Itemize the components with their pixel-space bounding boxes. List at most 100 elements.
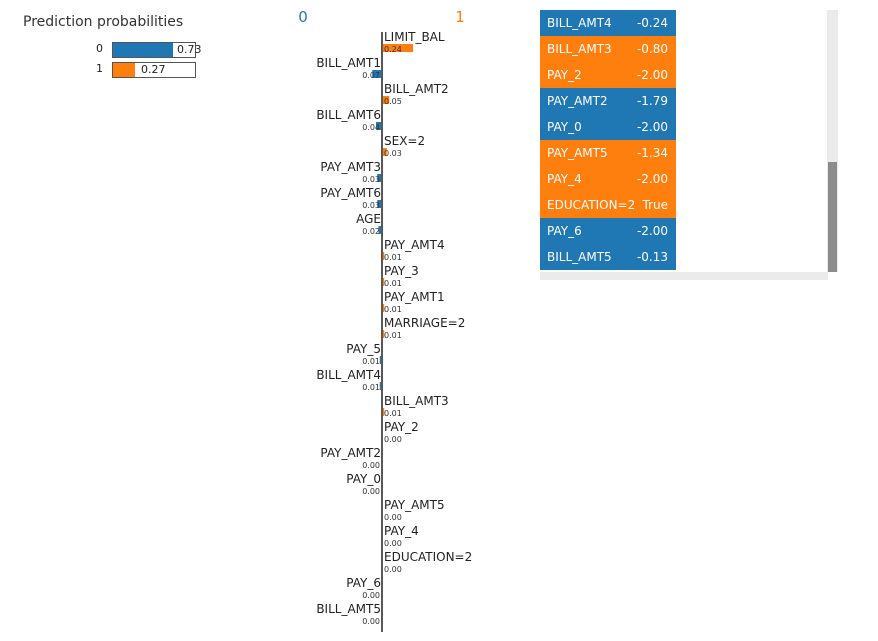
feature-table-name: BILL_AMT5 [547,250,612,264]
probability-value: 0.73 [177,43,202,56]
feature-name-label: PAY_AMT1 [384,290,445,304]
feature-table-value: -2.00 [636,172,668,186]
feature-table-row: PAY_4 -2.00 [540,166,676,192]
feature-weight-label: 0.01 [384,253,402,262]
feature-weight-label: 0.02 [362,227,380,236]
feature-table-value: -0.13 [636,250,668,264]
feature-weight-label: 0.01 [384,305,402,314]
feature-table-row: BILL_AMT3 -0.80 [540,36,676,62]
feature-name-label: BILL_AMT4 [316,368,381,382]
feature-weight-label: 0.00 [384,435,402,444]
probability-bar-fill-class-1 [113,63,135,77]
feature-bar [379,356,381,364]
feature-weight-label: 0.07 [362,71,380,80]
vertical-scrollbar-track[interactable] [827,10,838,272]
feature-name-label: MARRIAGE=2 [384,316,465,330]
feature-weight-label: 0.01 [362,383,380,392]
feature-name-label: BILL_AMT2 [384,82,449,96]
feature-weight-label: 0.00 [362,461,380,470]
feature-weight-label: 0.24 [384,45,402,54]
feature-weight-label: 0.00 [384,565,402,574]
feature-table-value: -2.00 [636,224,668,238]
feature-bar [377,200,381,208]
feature-name-label: PAY_AMT2 [320,446,381,460]
feature-table-row: EDUCATION=2 True [540,192,676,218]
feature-weight-label: 0.01 [384,331,402,340]
feature-bar [383,96,390,104]
feature-table-row: PAY_6 -2.00 [540,218,676,244]
feature-name-label: PAY_6 [346,576,381,590]
feature-weight-label: 0.01 [384,409,402,418]
feature-bar [378,226,381,234]
feature-table-row: BILL_AMT4 -0.24 [540,10,676,36]
feature-bar [376,122,381,130]
feature-name-label: PAY_3 [384,264,419,278]
probability-class-label: 0 [96,42,103,55]
feature-table-row: BILL_AMT5 -0.13 [540,244,676,270]
feature-table-row: PAY_AMT5 -1.34 [540,140,676,166]
feature-name-label: PAY_2 [384,420,419,434]
feature-weight-label: 0.00 [362,617,380,626]
feature-table-row: PAY_0 -2.00 [540,114,676,140]
feature-name-label: BILL_AMT6 [316,108,381,122]
feature-table-name: PAY_6 [547,224,582,238]
probability-class-label: 1 [96,62,103,75]
feature-name-label: BILL_AMT1 [316,56,381,70]
feature-weight-label: 0.01 [384,279,402,288]
vertical-scrollbar-thumb[interactable] [828,162,837,272]
feature-bar [383,330,385,338]
feature-bar [383,304,385,312]
feature-weight-label: 0.04 [362,123,380,132]
feature-name-label: EDUCATION=2 [384,550,472,564]
feature-table-name: PAY_4 [547,172,582,186]
feature-table-value: -2.00 [636,68,668,82]
feature-name-label: PAY_AMT6 [320,186,381,200]
feature-weight-label: 0.03 [362,201,380,210]
feature-table-name: PAY_0 [547,120,582,134]
feature-bar [383,148,387,156]
feature-bar [383,44,413,52]
feature-table-row: PAY_AMT2 -1.79 [540,88,676,114]
feature-table-row: PAY_2 -2.00 [540,62,676,88]
feature-name-label: PAY_4 [384,524,419,538]
right-class-header: 1 [455,8,465,26]
feature-bar [383,278,385,286]
feature-table-name: PAY_AMT5 [547,146,608,160]
feature-bar [372,70,381,78]
feature-name-label: PAY_0 [346,472,381,486]
probability-bar-fill-class-0 [113,43,173,57]
feature-table-name: EDUCATION=2 [547,198,636,212]
feature-table-value: -0.24 [636,16,668,30]
probability-bar-box: 0.27 [112,62,196,78]
feature-value-table[interactable]: BILL_AMT5 -0.13 PAY_6 -2.00 EDUCATION=2 True P… [540,10,838,280]
feature-table-name: PAY_AMT2 [547,94,608,108]
feature-weight-label: 0.00 [362,487,380,496]
left-class-header: 0 [298,8,308,26]
probability-bar-box: 0.73 [112,42,202,58]
feature-table-value: True [642,198,669,212]
horizontal-scrollbar-track[interactable] [540,272,828,280]
feature-table-value: -0.80 [636,42,668,56]
prediction-probabilities-title: Prediction probabilities [23,14,184,30]
feature-table-value: -1.79 [636,94,668,108]
feature-weight-label: 0.01 [362,357,380,366]
feature-weight-label: 0.00 [362,591,380,600]
feature-table-value: -1.34 [636,146,668,160]
feature-bar [383,252,385,260]
feature-weight-label: 0.00 [384,539,402,548]
feature-weight-label: 0.05 [384,97,402,106]
feature-name-label: PAY_AMT4 [384,238,445,252]
feature-name-label: AGE [356,212,381,226]
feature-name-label: PAY_AMT3 [320,160,381,174]
feature-name-label: BILL_AMT3 [384,394,449,408]
feature-table-name: BILL_AMT3 [547,42,612,56]
feature-name-label: PAY_5 [346,342,381,356]
feature-table-value: -2.00 [636,120,668,134]
feature-name-label: BILL_AMT5 [316,602,381,616]
feature-bar [377,174,381,182]
feature-weight-label: 0.00 [384,513,402,522]
feature-name-label: LIMIT_BAL [384,30,445,44]
feature-bar [383,408,385,416]
feature-bar [379,382,381,390]
